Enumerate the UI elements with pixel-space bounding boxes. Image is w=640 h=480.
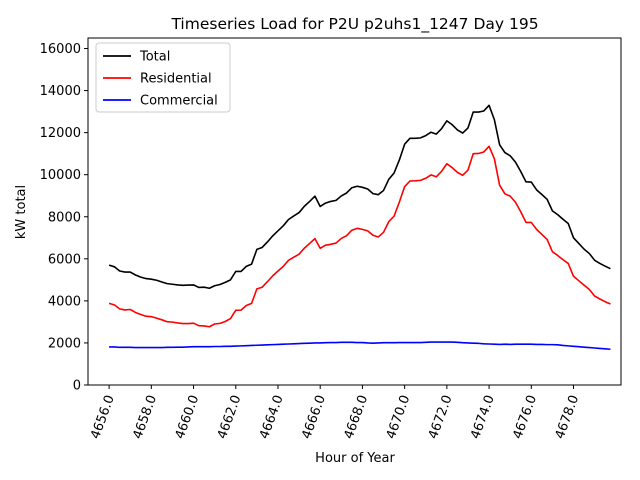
y-tick-label: 12000 [40,126,81,141]
x-axis-label: Hour of Year [315,451,395,466]
legend: Total Residential Commercial [95,42,231,113]
y-axis: 0 2000 4000 6000 8000 10000 12000 14000 16000 [40,42,88,394]
y-tick-label: 16000 [40,42,81,57]
y-tick-label: 8000 [48,210,81,225]
legend-label-commercial: Commercial [140,94,218,109]
y-tick-label: 10000 [40,168,81,183]
series-line-total [108,104,611,290]
legend-box [95,42,231,113]
y-axis-label: kW total [14,185,29,239]
plot-area [108,104,611,351]
legend-label-residential: Residential [140,72,212,87]
series-line-commercial [109,341,611,351]
y-tick-label: 6000 [48,252,81,267]
chart-title: Timeseries Load for P2U p2uhs1_1247 Day … [170,15,538,34]
series-line-residential [108,145,611,328]
y-tick-label: 14000 [40,84,81,99]
plot-frame [87,37,622,386]
y-tick-label: 2000 [48,336,81,351]
legend-label-total: Total [139,50,170,65]
y-tick-label: 0 [73,379,81,394]
y-tick-label: 4000 [48,294,81,309]
